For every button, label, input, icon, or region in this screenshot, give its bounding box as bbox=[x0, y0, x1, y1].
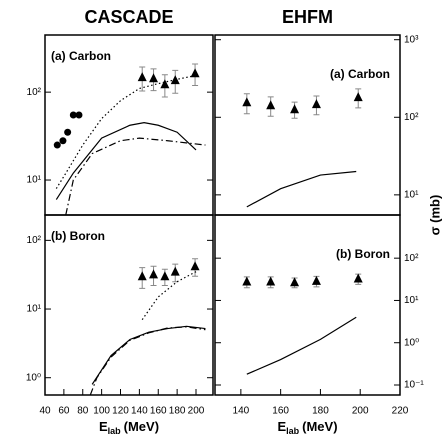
triangle-point bbox=[266, 276, 276, 286]
triangle-point bbox=[290, 104, 300, 114]
triangle-point bbox=[242, 97, 252, 107]
circle-point bbox=[75, 111, 83, 119]
x-tick-label: 60 bbox=[58, 406, 70, 417]
triangle-point bbox=[149, 269, 159, 279]
triangle-point bbox=[160, 79, 170, 89]
panel-label: (b) Boron bbox=[336, 247, 390, 261]
x-tick-label: 120 bbox=[112, 406, 129, 417]
y-tick-label: 10⁰ bbox=[26, 372, 41, 383]
curve bbox=[89, 326, 206, 395]
panel-frame bbox=[214, 214, 401, 396]
plot-area bbox=[242, 88, 363, 208]
x-tick-label: 160 bbox=[272, 406, 289, 417]
curve bbox=[246, 316, 357, 375]
x-label-unit: (MeV) bbox=[124, 419, 159, 434]
circle-point bbox=[64, 128, 72, 136]
y-tick-label: 10² bbox=[404, 253, 419, 264]
x-label-sub: lab bbox=[286, 426, 300, 436]
circle-point bbox=[59, 137, 67, 145]
x-tick-label: 140 bbox=[233, 406, 250, 417]
x-tick-label: 100 bbox=[93, 406, 110, 417]
panel-label: (a) Carbon bbox=[330, 67, 390, 81]
x-label-unit: (MeV) bbox=[302, 419, 337, 434]
x-axis-label: Elab (MeV) bbox=[277, 419, 337, 436]
x-tick-label: 160 bbox=[150, 406, 167, 417]
triangle-point bbox=[149, 73, 159, 83]
triangle-point bbox=[353, 273, 363, 283]
curve bbox=[55, 122, 197, 200]
y-tick-label: 10³ bbox=[404, 34, 419, 45]
x-tick-label: 200 bbox=[188, 406, 205, 417]
x-tick-label: 140 bbox=[131, 406, 148, 417]
x-tick-label: 80 bbox=[77, 406, 89, 417]
triangle-point bbox=[353, 92, 363, 102]
x-label-main: E bbox=[99, 419, 108, 434]
panel-label: (b) Boron bbox=[51, 229, 105, 243]
column-title: CASCADE bbox=[84, 7, 173, 27]
x-tick-label: 180 bbox=[312, 406, 329, 417]
x-label-sub: lab bbox=[108, 426, 122, 436]
y-tick-label: 10² bbox=[27, 87, 42, 98]
y-tick-label: 10² bbox=[404, 112, 419, 123]
x-tick-label: 40 bbox=[39, 406, 51, 417]
plot-area bbox=[242, 273, 363, 375]
y-tick-label: 10¹ bbox=[404, 189, 419, 200]
x-label-main: E bbox=[277, 419, 286, 434]
triangle-point bbox=[160, 271, 170, 281]
panel-label: (a) Carbon bbox=[51, 49, 111, 63]
y-tick-label: 10¹ bbox=[404, 295, 419, 306]
x-axis-label: Elab (MeV) bbox=[99, 419, 159, 436]
x-tick-label: 180 bbox=[169, 406, 186, 417]
circle-point bbox=[53, 141, 61, 149]
triangle-point bbox=[190, 261, 200, 271]
plot-area bbox=[89, 258, 206, 395]
panel-frame bbox=[44, 214, 214, 396]
y-tick-label: 10¹ bbox=[27, 304, 42, 315]
triangle-point bbox=[170, 266, 180, 276]
curve bbox=[91, 325, 206, 385]
y-axis-label: σ (mb) bbox=[427, 195, 442, 236]
triangle-point bbox=[311, 275, 321, 285]
triangle-point bbox=[190, 68, 200, 78]
plot-area bbox=[53, 63, 206, 215]
curve bbox=[141, 271, 197, 321]
x-tick-label: 220 bbox=[392, 406, 409, 417]
y-tick-label: 10² bbox=[27, 235, 42, 246]
panel-frame bbox=[214, 34, 401, 216]
y-tick-label: 10⁰ bbox=[404, 337, 419, 348]
column-title: EHFM bbox=[282, 7, 333, 27]
triangle-point bbox=[137, 271, 147, 281]
curve bbox=[55, 74, 197, 189]
curve bbox=[246, 170, 357, 208]
x-tick-label: 200 bbox=[352, 406, 369, 417]
curve bbox=[65, 137, 206, 215]
y-tick-label: 10¹ bbox=[27, 175, 42, 186]
triangle-point bbox=[266, 100, 276, 110]
circle-point bbox=[69, 111, 77, 119]
triangle-point bbox=[290, 277, 300, 287]
y-tick-label: 10⁻¹ bbox=[404, 380, 424, 391]
triangle-point bbox=[242, 276, 252, 286]
triangle-point bbox=[311, 99, 321, 109]
triangle-point bbox=[137, 72, 147, 82]
